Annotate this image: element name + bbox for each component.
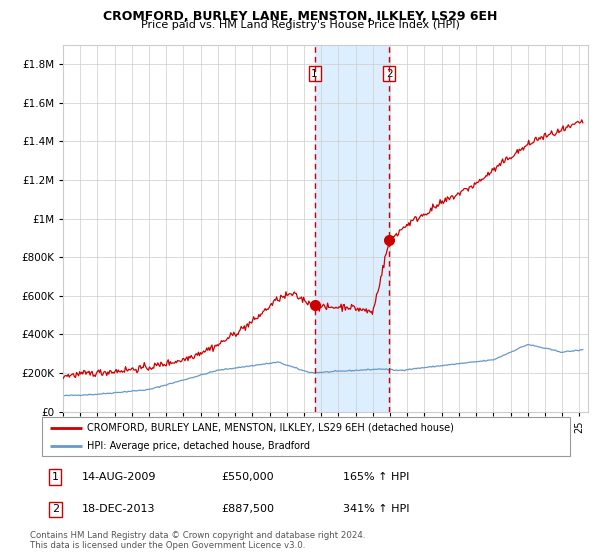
Text: 165% ↑ HPI: 165% ↑ HPI xyxy=(343,472,409,482)
Text: 1: 1 xyxy=(311,69,318,79)
Bar xyxy=(314,45,389,412)
Text: HPI: Average price, detached house, Bradford: HPI: Average price, detached house, Brad… xyxy=(87,441,310,451)
Text: 341% ↑ HPI: 341% ↑ HPI xyxy=(343,505,409,515)
Text: Contains HM Land Registry data © Crown copyright and database right 2024.: Contains HM Land Registry data © Crown c… xyxy=(30,531,365,540)
Text: 14-AUG-2009: 14-AUG-2009 xyxy=(82,472,156,482)
Text: 2: 2 xyxy=(52,505,59,515)
Text: CROMFORD, BURLEY LANE, MENSTON, ILKLEY, LS29 6EH (detached house): CROMFORD, BURLEY LANE, MENSTON, ILKLEY, … xyxy=(87,423,454,433)
Text: 18-DEC-2013: 18-DEC-2013 xyxy=(82,505,155,515)
Text: 1: 1 xyxy=(52,472,59,482)
Text: £887,500: £887,500 xyxy=(221,505,275,515)
Text: This data is licensed under the Open Government Licence v3.0.: This data is licensed under the Open Gov… xyxy=(30,541,305,550)
Text: Price paid vs. HM Land Registry's House Price Index (HPI): Price paid vs. HM Land Registry's House … xyxy=(140,20,460,30)
Text: £550,000: £550,000 xyxy=(221,472,274,482)
Text: 2: 2 xyxy=(386,69,393,79)
FancyBboxPatch shape xyxy=(42,417,570,456)
Text: CROMFORD, BURLEY LANE, MENSTON, ILKLEY, LS29 6EH: CROMFORD, BURLEY LANE, MENSTON, ILKLEY, … xyxy=(103,10,497,23)
